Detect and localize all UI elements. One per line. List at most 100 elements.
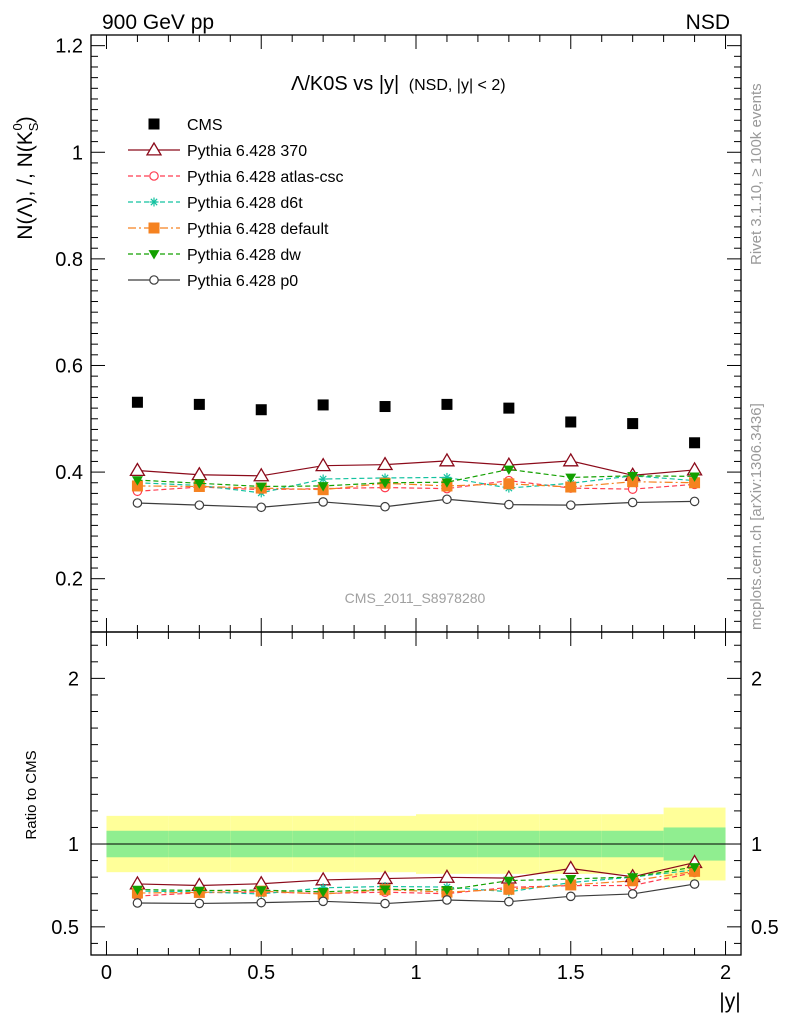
y-tick-label: 1.2 xyxy=(55,36,83,58)
data-point xyxy=(317,399,329,411)
ratio-y-tick-label-right: 1 xyxy=(751,834,762,856)
data-point xyxy=(503,402,515,414)
data-point xyxy=(562,452,579,467)
ratio-point xyxy=(131,885,143,896)
data-point xyxy=(627,476,639,488)
data-point xyxy=(315,457,332,472)
data-point xyxy=(503,465,515,475)
mcplots-label: mcplots.cern.ch [arXiv:1306.3436] xyxy=(748,403,765,630)
main-panel-axes: 0.2 0.4 0.6 0.8 1 1.2 xyxy=(55,34,742,633)
ratio-point xyxy=(503,876,515,887)
plot-title-sub: (NSD, |y| < 2) xyxy=(409,77,506,94)
plot-title-main: Λ/K0S vs |y| xyxy=(291,73,399,95)
data-point xyxy=(565,416,577,428)
data-point xyxy=(132,498,143,508)
series-line xyxy=(137,498,695,508)
data-point xyxy=(627,418,639,430)
data-point xyxy=(376,456,394,471)
ratio-y-tick-label-right: 0.5 xyxy=(751,917,779,939)
ratio-point xyxy=(132,898,143,908)
data-point xyxy=(131,476,143,486)
data-point xyxy=(441,398,453,410)
data-point xyxy=(194,500,205,510)
legend-marker xyxy=(148,250,160,260)
ratio-point xyxy=(318,896,328,907)
legend-entry: Pythia 6.428 d6t xyxy=(128,195,303,212)
legend-label: CMS xyxy=(187,117,223,134)
ratio-frame xyxy=(90,631,742,956)
ratio-point xyxy=(504,896,514,907)
energy-label: 900 GeV pp xyxy=(102,11,214,34)
data-point xyxy=(131,480,143,492)
series-line xyxy=(137,480,695,492)
data-point xyxy=(689,496,700,507)
ratio-point xyxy=(194,898,205,909)
ratio-point xyxy=(562,860,579,875)
ratio-y-axis-label: Ratio to CMS xyxy=(23,750,40,839)
ratio-point xyxy=(256,897,267,908)
data-point xyxy=(318,497,328,507)
ratio-panel-axes: 0.5 0.5 1 1 2 2 0 0.5 1 1.5 2 xyxy=(51,631,779,984)
legend: CMS Pythia 6.428 370 Pythia 6.428 atlas-cs… xyxy=(128,117,344,290)
x-tick-label: 0.5 xyxy=(247,962,275,984)
legend-label: Pythia 6.428 default xyxy=(187,221,329,238)
legend-entry: Pythia 6.428 370 xyxy=(128,141,307,160)
data-point xyxy=(129,462,146,477)
legend-label: Pythia 6.428 370 xyxy=(187,143,307,160)
data-point xyxy=(317,482,329,492)
data-point xyxy=(627,497,638,508)
series-line xyxy=(137,481,695,491)
data-point xyxy=(627,471,639,482)
series-line xyxy=(137,468,695,488)
data-point xyxy=(565,473,577,483)
ratio-point xyxy=(380,898,390,909)
data-point xyxy=(441,478,453,488)
data-point xyxy=(318,474,328,484)
ratio-series-4 xyxy=(131,863,701,898)
data-point xyxy=(565,500,576,510)
analysis-watermark: CMS_2011_S8978280 xyxy=(345,590,486,606)
data-point xyxy=(504,499,514,510)
data-point xyxy=(255,482,267,492)
series-6 xyxy=(132,494,700,513)
ratio-panel-series xyxy=(129,854,703,909)
y-tick-label: 0.8 xyxy=(55,249,83,271)
x-axis-label: |y| xyxy=(719,990,740,1013)
data-point xyxy=(191,466,208,481)
legend-entry: Pythia 6.428 atlas-csc xyxy=(128,169,344,186)
legend-label: Pythia 6.428 dw xyxy=(187,247,301,264)
data-point xyxy=(565,481,577,493)
ratio-line xyxy=(137,883,695,905)
ratio-line xyxy=(137,862,695,887)
data-point xyxy=(193,479,205,489)
ratio-point xyxy=(193,886,205,897)
data-point xyxy=(379,478,391,489)
ratio-line xyxy=(137,866,695,893)
ratio-point xyxy=(442,895,452,905)
legend-marker xyxy=(148,118,160,130)
legend-entry: CMS xyxy=(148,117,223,134)
data-point-stroke xyxy=(319,475,327,483)
series-4 xyxy=(131,476,701,496)
ratio-y-tick-label: 1 xyxy=(68,834,79,856)
ratio-series-5 xyxy=(132,879,700,909)
y-tick-label: 0.2 xyxy=(55,569,83,591)
ratio-point xyxy=(503,883,515,895)
ratio-point xyxy=(441,886,453,896)
data-point xyxy=(438,452,456,467)
legend-entry: Pythia 6.428 dw xyxy=(128,247,301,264)
ratio-y-tick-label: 2 xyxy=(68,668,79,690)
legend-label: Pythia 6.428 p0 xyxy=(187,273,298,290)
y-tick-label: 0.4 xyxy=(55,462,83,484)
ratio-point xyxy=(438,869,456,883)
ratio-point xyxy=(376,870,394,885)
legend-marker xyxy=(149,197,159,207)
ratio-point xyxy=(379,885,391,895)
plot-title: Λ/K0S vs |y| (NSD, |y| < 2) xyxy=(291,73,506,95)
legend-entry: Pythia 6.428 p0 xyxy=(128,273,298,290)
ratio-line xyxy=(137,869,695,895)
data-point xyxy=(255,404,267,416)
legend-marker xyxy=(149,171,159,181)
x-tick-label: 2 xyxy=(720,962,731,984)
